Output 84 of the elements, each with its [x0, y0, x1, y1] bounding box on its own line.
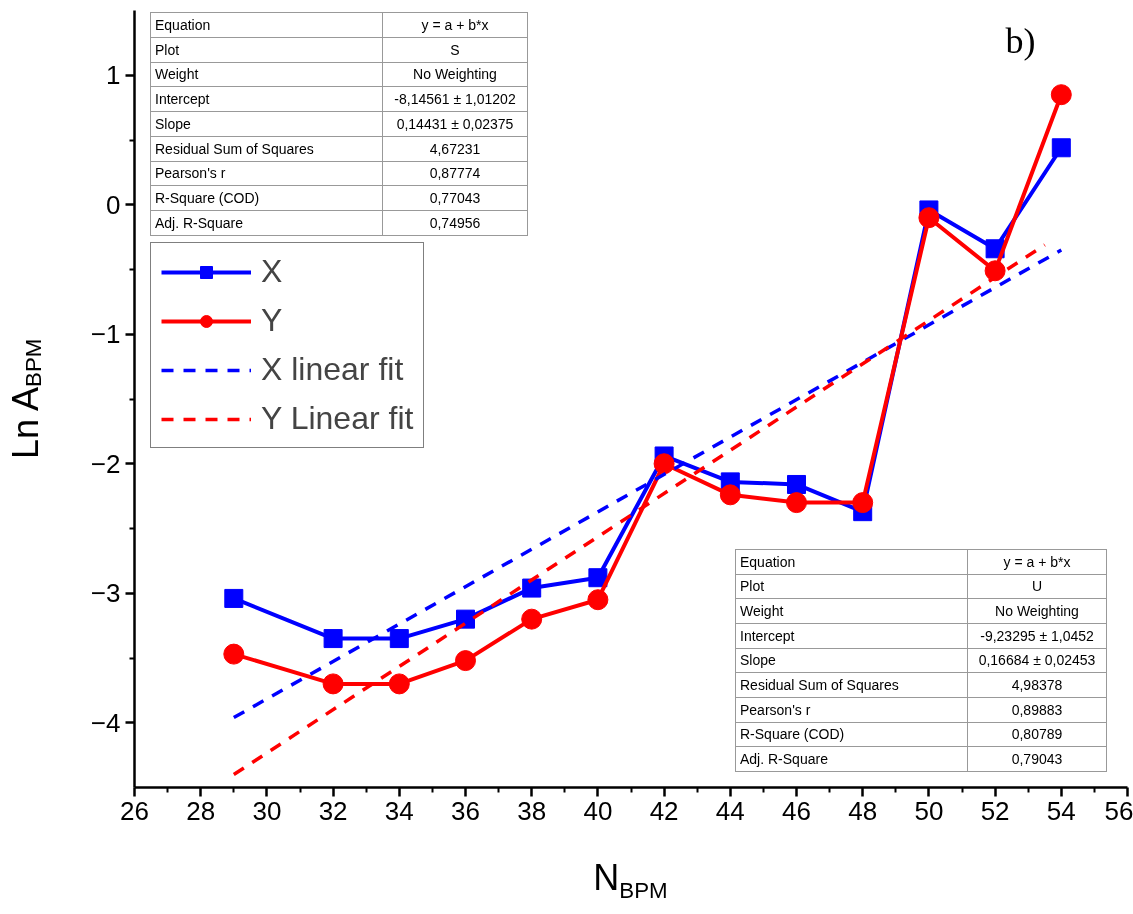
point [1050, 84, 1072, 106]
annotation: Pearson's r [150, 161, 383, 186]
annotation: 0,77043 [382, 185, 528, 211]
point [719, 484, 741, 506]
legend-label: Y [261, 302, 283, 339]
annotation: 0,89883 [967, 697, 1107, 723]
x-tick-label: 28 [186, 795, 216, 826]
annotation: Intercept [735, 623, 968, 649]
x-tick-label: 52 [980, 795, 1010, 826]
y-tick-label: −3 [90, 578, 121, 609]
x-tick-label: 38 [517, 795, 547, 826]
x-tick-label: 48 [848, 795, 878, 826]
x-tick-label: 26 [120, 795, 149, 826]
x-tick-label: 46 [782, 795, 811, 826]
y-tick-label: −4 [90, 707, 121, 738]
annotation: Slope [150, 111, 383, 137]
annotation: R-Square (COD) [150, 185, 383, 211]
annotation: y = a + b*x [382, 12, 528, 38]
x-axis-title: N$_{BPM}$ [592, 856, 669, 906]
point [588, 568, 608, 588]
annotation: S [382, 37, 528, 63]
annotation: Adj. R-Square [150, 210, 383, 236]
annotation: 0,80789 [967, 722, 1107, 747]
x-tick-label: 40 [583, 795, 613, 826]
annotation: Slope [735, 648, 968, 673]
x-tick-label: 34 [384, 795, 414, 826]
x-tick-label: 32 [318, 795, 348, 826]
annotation: 0,14431 ± 0,02375 [382, 111, 528, 137]
point [521, 608, 543, 630]
y-tick-label: −1 [90, 319, 121, 350]
y-tick-label: 0 [106, 189, 121, 220]
annotation: Weight [150, 62, 383, 87]
annotation: R-Square (COD) [735, 722, 968, 747]
point [455, 650, 476, 672]
annotation: Plot [735, 574, 968, 599]
x-tick-label: 50 [914, 795, 944, 826]
x-tick-label: 44 [715, 795, 745, 826]
annotation: Weight [735, 598, 968, 624]
legend-label: X linear fit [261, 351, 404, 388]
point [522, 578, 542, 598]
annotation: 0,74956 [382, 210, 528, 236]
legend-label: X [261, 253, 283, 290]
point [224, 588, 244, 608]
annotation: 4,67231 [382, 136, 528, 162]
y-tick-label: 1 [106, 60, 121, 91]
annotation: Equation [735, 549, 968, 575]
legend-label: Y Linear fit [261, 400, 414, 437]
annotation: y = a + b*x [967, 549, 1107, 575]
annotation: Residual Sum of Squares [150, 136, 383, 162]
annotation: -8,14561 ± 1,01202 [382, 86, 528, 112]
y-tick-label: −2 [90, 448, 121, 479]
annotation: 0,16684 ± 0,02453 [967, 648, 1107, 673]
annotation: Intercept [150, 86, 383, 112]
point [388, 673, 410, 695]
annotation: 4,98378 [967, 672, 1107, 698]
annotation: Adj. R-Square [735, 746, 968, 772]
x-tick-label: 56 [1104, 795, 1133, 826]
point [389, 629, 409, 649]
point [984, 260, 1006, 282]
point [587, 589, 609, 611]
annotation: 0,79043 [967, 746, 1107, 772]
point [1051, 138, 1071, 158]
x-tick-label: 36 [451, 795, 480, 826]
x-tick-label: 54 [1046, 795, 1076, 826]
point [223, 643, 245, 665]
annotation: Equation [150, 12, 383, 38]
annotation: No Weighting [382, 62, 528, 87]
point [787, 474, 806, 494]
point [918, 207, 940, 229]
annotation: No Weighting [967, 598, 1107, 624]
annotation: U [967, 574, 1107, 599]
point [653, 453, 675, 475]
annotation: -9,23295 ± 1,0452 [967, 623, 1107, 649]
x-tick-label: 42 [649, 795, 679, 826]
annotation: Pearson's r [735, 697, 968, 723]
annotation: Residual Sum of Squares [735, 672, 968, 698]
annotation: 0,87774 [382, 161, 528, 186]
point [786, 492, 807, 514]
annotation: b) [1005, 20, 1036, 61]
point [323, 629, 343, 649]
x-tick-label: 30 [252, 795, 282, 826]
point [322, 673, 344, 695]
annotation: Plot [150, 37, 383, 63]
point [852, 492, 874, 514]
